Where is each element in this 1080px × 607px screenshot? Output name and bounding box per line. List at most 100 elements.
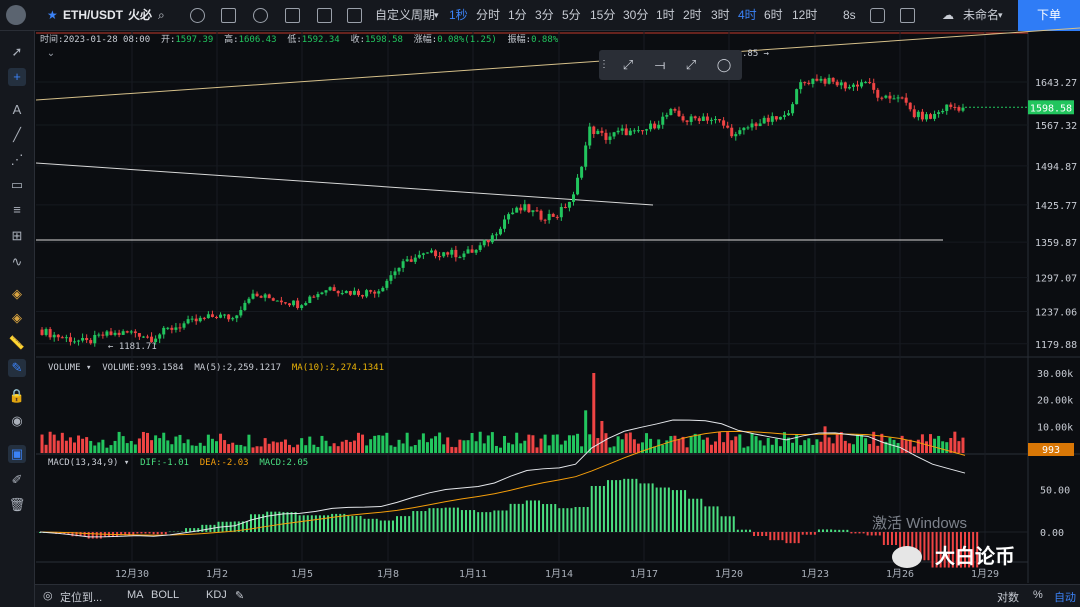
- ray-icon[interactable]: ⤢: [622, 57, 634, 72]
- search-icon[interactable]: ⌕: [158, 8, 165, 22]
- candle-body: [109, 331, 113, 335]
- timeframe-8[interactable]: 2时: [683, 8, 702, 22]
- candle-body: [369, 290, 373, 292]
- order-button[interactable]: 下单: [1018, 0, 1080, 31]
- candle-body: [551, 213, 555, 217]
- grid-icon[interactable]: ⊞: [11, 228, 23, 243]
- timeframe-11[interactable]: 6时: [764, 8, 783, 22]
- macd-histogram-bar: [351, 515, 354, 532]
- volume-bar: [361, 434, 365, 453]
- timeframe-12[interactable]: 12时: [792, 8, 818, 22]
- timeframe-6[interactable]: 30分: [623, 8, 649, 22]
- timeframe-3[interactable]: 3分: [535, 8, 554, 22]
- macd-histogram-bar: [817, 529, 820, 532]
- candle-body: [819, 78, 823, 81]
- locate-button[interactable]: 定位到...: [60, 592, 103, 604]
- timeframe-5[interactable]: 15分: [590, 8, 616, 22]
- candle-body: [446, 252, 450, 255]
- macd-menu-icon[interactable]: ▾: [123, 458, 130, 468]
- drag-handle-icon[interactable]: ⋮: [599, 59, 609, 70]
- auto-scale-button[interactable]: 自动: [1054, 592, 1076, 604]
- cursor-icon[interactable]: ➚: [11, 44, 23, 59]
- pattern-icon[interactable]: ◈: [12, 286, 22, 301]
- layout-name[interactable]: 未命名: [963, 8, 1000, 22]
- indicator-icon[interactable]: [190, 8, 205, 23]
- volume-bar: [766, 437, 770, 453]
- gann-icon[interactable]: ◈: [12, 310, 22, 325]
- candle-body: [628, 130, 632, 136]
- app-logo-icon[interactable]: [6, 5, 26, 25]
- volume-title[interactable]: VOLUME: [48, 363, 81, 373]
- camera-icon[interactable]: [870, 8, 885, 23]
- candle-body: [673, 109, 677, 111]
- star-icon[interactable]: ★: [47, 8, 58, 22]
- macd-histogram-bar: [838, 529, 841, 532]
- custom-period-dropdown[interactable]: 自定义周期: [375, 8, 436, 22]
- macd-histogram-bar: [501, 510, 504, 532]
- fullscreen-icon[interactable]: [900, 8, 915, 23]
- macd-histogram-bar: [793, 532, 796, 544]
- timeframe-2[interactable]: 1分: [508, 8, 527, 22]
- wave-icon[interactable]: ∿: [11, 254, 23, 269]
- trendline-icon[interactable]: ╱: [13, 127, 21, 142]
- candle-body: [494, 234, 498, 236]
- timeframe-1[interactable]: 分时: [476, 8, 501, 22]
- candle-body: [373, 291, 377, 294]
- circle-icon[interactable]: ◯: [716, 57, 732, 72]
- macd-title[interactable]: MACD(13,34,9): [48, 458, 119, 468]
- text-tool-icon[interactable]: A: [12, 102, 22, 117]
- volume-bar: [409, 446, 413, 453]
- cloud-icon[interactable]: ☁: [942, 8, 954, 22]
- eye-icon[interactable]: ◉: [11, 413, 23, 428]
- timeframe-10[interactable]: 4时: [738, 8, 757, 22]
- candle-body: [782, 115, 786, 117]
- macd-histogram-bar: [805, 532, 808, 535]
- trash-icon[interactable]: 🗑: [8, 497, 26, 512]
- brush-icon[interactable]: ✎: [8, 359, 26, 377]
- object-tree-icon[interactable]: ▣: [8, 445, 26, 463]
- log-scale-button[interactable]: 对数: [997, 592, 1019, 604]
- edit-indicator-icon[interactable]: ✎: [235, 590, 245, 602]
- date-tick-label: 1月8: [377, 568, 399, 580]
- candle-body: [734, 134, 738, 137]
- rectangle-icon[interactable]: ▭: [10, 177, 24, 192]
- edit-icon[interactable]: ✐: [11, 472, 23, 487]
- boll-button[interactable]: BOLL: [151, 589, 180, 601]
- kdj-button[interactable]: KDJ: [206, 589, 227, 601]
- timeframe-9[interactable]: 3时: [711, 8, 730, 22]
- close-value: 1598.58: [365, 35, 403, 45]
- timeframe-0[interactable]: 1秒: [449, 8, 468, 22]
- extended-line-icon[interactable]: ⤢: [685, 57, 697, 72]
- percent-button[interactable]: %: [1033, 589, 1043, 601]
- template-icon[interactable]: [285, 8, 300, 23]
- settings-icon[interactable]: [253, 8, 268, 23]
- collapse-chevron-icon[interactable]: ⌄: [46, 48, 56, 59]
- volume-menu-icon[interactable]: ▾: [85, 363, 92, 373]
- ruler-icon[interactable]: 📏: [8, 335, 26, 350]
- horizontal-ray-icon[interactable]: ⟞: [654, 57, 666, 72]
- fib-icon[interactable]: ⋰: [10, 152, 24, 167]
- macd-histogram-bar: [404, 516, 407, 532]
- compare-icon[interactable]: [317, 8, 332, 23]
- candle-body: [227, 314, 231, 320]
- parallel-channel-icon[interactable]: ≡: [13, 202, 21, 217]
- crosshair-icon[interactable]: +: [8, 68, 26, 86]
- symbol-label[interactable]: ETH/USDT: [63, 8, 123, 22]
- timeframe-4[interactable]: 5分: [562, 8, 581, 22]
- macd-tick-label: 50.00: [1040, 486, 1070, 497]
- candle-body: [705, 116, 709, 121]
- ma-button[interactable]: MA: [127, 589, 144, 601]
- layout-icon[interactable]: [347, 8, 362, 23]
- locate-icon[interactable]: ◎: [43, 590, 53, 602]
- macd-histogram-bar: [870, 532, 873, 536]
- volume-bar: [726, 432, 730, 453]
- chart-type-icon[interactable]: [221, 8, 236, 23]
- volume-bar: [235, 444, 239, 453]
- replay-speed[interactable]: 8s: [843, 8, 856, 22]
- candle-body: [640, 130, 644, 132]
- lock-icon[interactable]: 🔒: [8, 388, 26, 403]
- candle-body: [791, 104, 795, 114]
- timeframe-7[interactable]: 1时: [656, 8, 675, 22]
- candle-body: [239, 310, 243, 316]
